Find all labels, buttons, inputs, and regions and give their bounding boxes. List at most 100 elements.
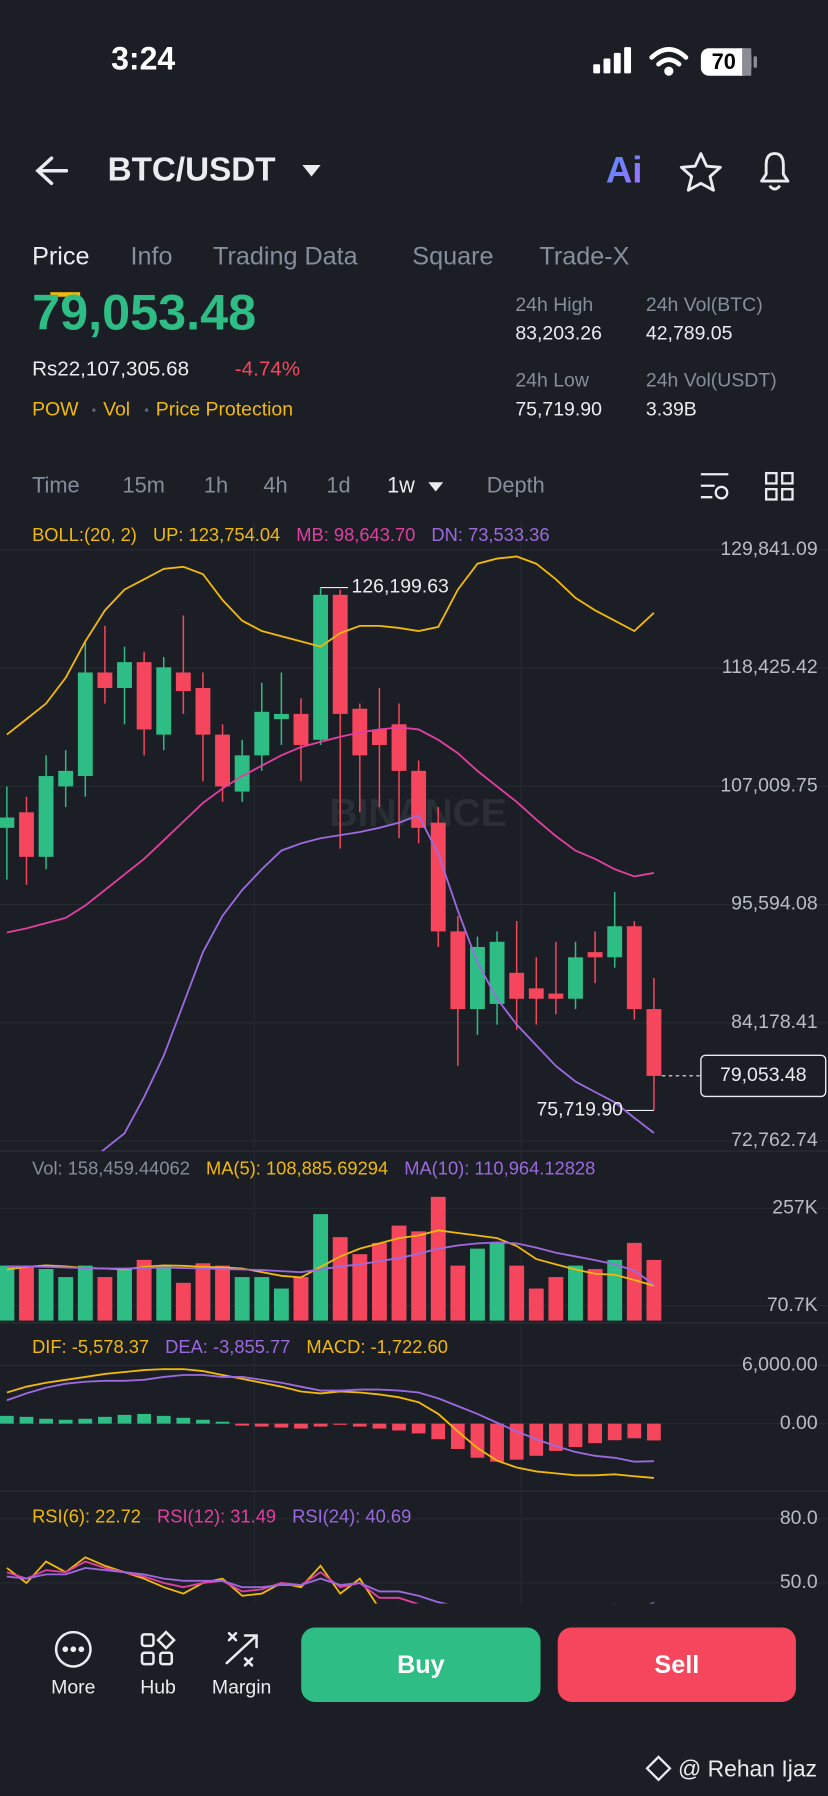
- candle-body: [97, 672, 113, 689]
- hub-icon[interactable]: [140, 1630, 176, 1666]
- macd-bar: [627, 1423, 642, 1439]
- legend-entry: RSI(24): 40.69: [292, 1505, 411, 1526]
- candle-body: [38, 776, 54, 857]
- tag[interactable]: Price Protection: [156, 398, 293, 420]
- macd-bar: [470, 1423, 485, 1458]
- margin-icon[interactable]: [225, 1631, 258, 1667]
- legend-entry: DEA: -3,855.77: [165, 1336, 290, 1357]
- tag[interactable]: Vol: [103, 398, 130, 420]
- volume-bar: [19, 1265, 34, 1321]
- favorite-button[interactable]: [679, 152, 722, 192]
- volume-bar: [215, 1265, 230, 1321]
- battery-level: 70: [712, 49, 736, 74]
- tab[interactable]: Trade-X: [539, 242, 629, 270]
- macd-bar: [58, 1419, 73, 1424]
- stat-label: 24h High: [515, 294, 593, 316]
- candle-body: [117, 662, 132, 689]
- macd-bar: [647, 1423, 661, 1441]
- candle-body: [19, 812, 34, 857]
- candle-body: [411, 770, 427, 828]
- macd-bar: [0, 1415, 14, 1424]
- indicator-settings[interactable]: [700, 473, 729, 500]
- back-button[interactable]: [35, 156, 69, 186]
- legend-entry: MACD: -1,722.60: [306, 1336, 447, 1357]
- tab[interactable]: Info: [131, 242, 173, 270]
- interval[interactable]: Depth: [487, 473, 545, 498]
- macd-bar: [372, 1423, 387, 1429]
- tool-label[interactable]: Hub: [140, 1676, 176, 1698]
- candle-body: [568, 957, 583, 999]
- volume-bar: [58, 1277, 74, 1321]
- tab[interactable]: Price: [32, 242, 89, 270]
- candle-body: [136, 662, 152, 730]
- macd-bar: [19, 1416, 34, 1424]
- candle-body: [548, 993, 564, 999]
- tag-separator: [92, 408, 96, 412]
- stat-label: 24h Vol(BTC): [646, 294, 763, 316]
- footer-credit: @ Rehan Ijaz: [678, 1756, 817, 1782]
- macd-bar: [137, 1413, 151, 1424]
- y-tick-label: 6,000.00: [742, 1353, 818, 1375]
- min-label: 75,719.90: [536, 1099, 623, 1121]
- candle-body: [77, 672, 93, 777]
- tab[interactable]: Square: [412, 242, 493, 270]
- tool-label[interactable]: More: [51, 1676, 95, 1698]
- interval[interactable]: 4h: [263, 473, 287, 498]
- fiat-price: Rs22,107,305.68: [32, 357, 189, 380]
- ai-button[interactable]: Ai: [606, 150, 643, 191]
- pair-caret[interactable]: [302, 165, 321, 177]
- sell-label[interactable]: Sell: [654, 1651, 699, 1679]
- interval-caret[interactable]: [428, 482, 444, 492]
- legend-entry: DIF: -5,578.37: [32, 1336, 149, 1357]
- volume-bar: [548, 1277, 564, 1321]
- more-icon[interactable]: [54, 1630, 92, 1668]
- pair-title[interactable]: BTC/USDT: [108, 152, 276, 189]
- macd-bar: [607, 1423, 622, 1441]
- interval[interactable]: Time: [32, 473, 80, 498]
- tool-label[interactable]: Margin: [212, 1676, 271, 1698]
- macd-bar: [176, 1417, 191, 1424]
- stat-value: 83,203.26: [515, 323, 602, 345]
- tab[interactable]: Trading Data: [213, 242, 359, 270]
- candle-body: [58, 770, 74, 787]
- stat-value: 3.39B: [646, 398, 697, 420]
- volume-bar: [607, 1259, 623, 1321]
- alert-button[interactable]: [760, 152, 790, 191]
- macd-bar: [254, 1423, 269, 1427]
- volume-bar: [528, 1288, 544, 1321]
- legend-entry: RSI(6): 22.72: [32, 1505, 141, 1526]
- layout-button[interactable]: [765, 471, 794, 501]
- volume-bar: [450, 1265, 466, 1321]
- volume-bar: [195, 1263, 211, 1321]
- watermark-icon: [645, 1755, 672, 1782]
- buy-label[interactable]: Buy: [397, 1651, 445, 1679]
- status-time: 3:24: [111, 40, 175, 76]
- candle-body: [587, 952, 603, 958]
- volume-bar: [175, 1282, 191, 1321]
- interval[interactable]: 1h: [204, 473, 228, 498]
- battery-empty: [742, 48, 752, 76]
- tag[interactable]: POW: [32, 398, 79, 420]
- candle-body: [234, 755, 250, 792]
- volume-bar: [626, 1242, 642, 1321]
- interval[interactable]: 15m: [123, 473, 165, 498]
- candle-body: [175, 672, 191, 692]
- macd-bar: [431, 1423, 446, 1440]
- candle-body: [215, 734, 230, 787]
- signal-icon: [593, 47, 632, 74]
- y-tick-label: 129,841.09: [720, 538, 817, 560]
- interval[interactable]: 1d: [326, 473, 350, 498]
- interval[interactable]: 1w: [387, 473, 415, 498]
- last-price-label: 79,053.48: [720, 1064, 807, 1086]
- macd-bar: [490, 1423, 504, 1462]
- sell-button[interactable]: [557, 1627, 796, 1702]
- buy-button[interactable]: [301, 1627, 541, 1702]
- volume-bar: [77, 1265, 93, 1321]
- price-change: -4.74%: [235, 357, 300, 380]
- candle-body: [626, 926, 642, 1010]
- volume-ma-line: [6, 1241, 655, 1286]
- y-tick-label: 70.7K: [767, 1294, 818, 1316]
- macd-bar: [392, 1423, 406, 1431]
